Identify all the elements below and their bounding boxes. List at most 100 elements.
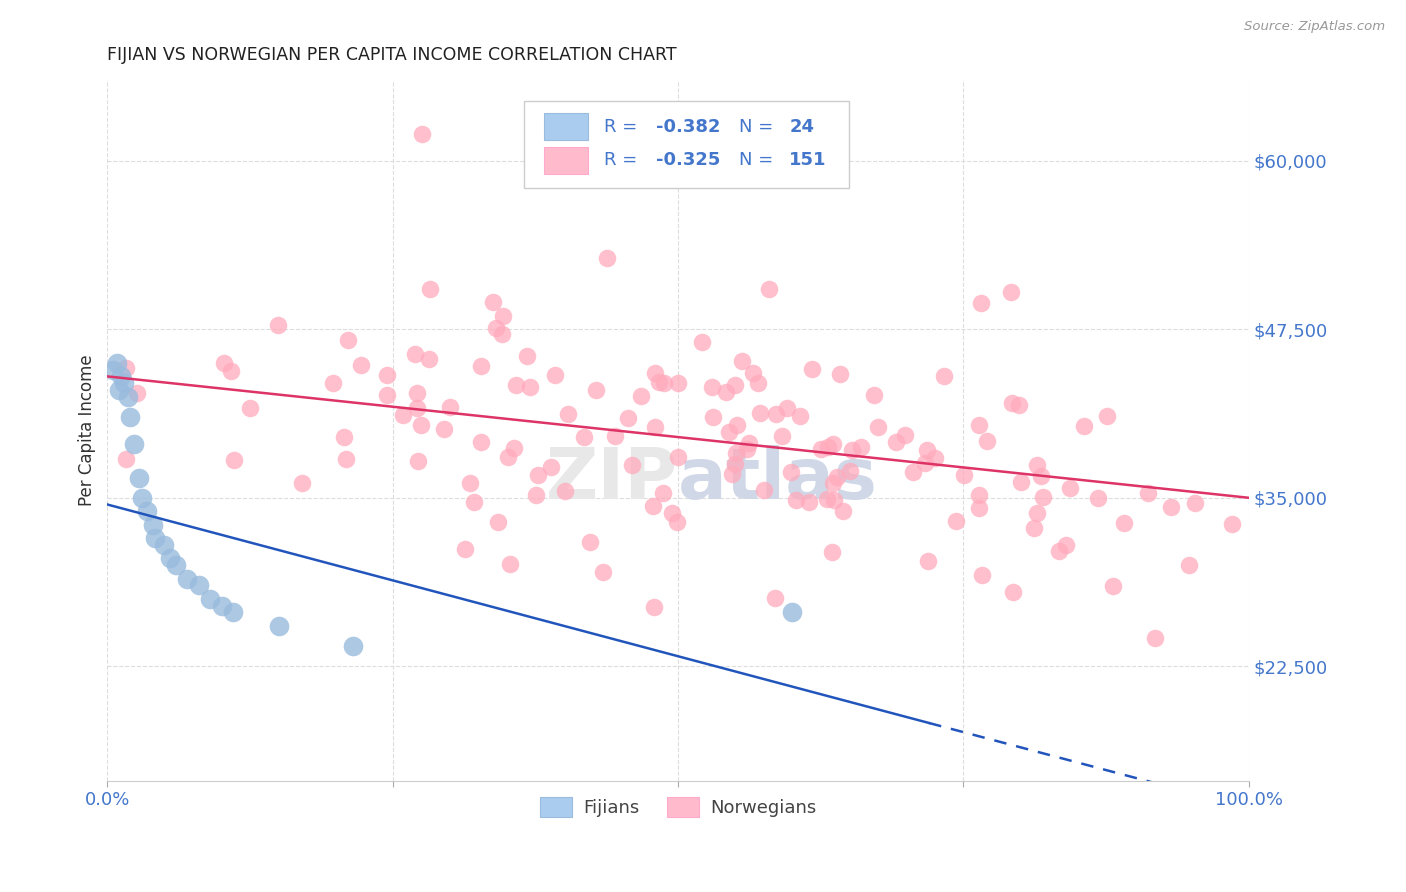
Point xyxy=(433,422,456,436)
Point xyxy=(828,367,851,381)
Point xyxy=(540,460,562,475)
Point xyxy=(222,606,245,620)
Point xyxy=(131,491,153,505)
Point xyxy=(776,401,799,415)
Point xyxy=(165,558,187,573)
Point xyxy=(1136,486,1159,500)
Text: Source: ZipAtlas.com: Source: ZipAtlas.com xyxy=(1244,20,1385,33)
Point xyxy=(406,454,429,468)
Point xyxy=(1220,516,1243,531)
Point xyxy=(1011,475,1033,490)
Text: R =: R = xyxy=(605,118,644,136)
Point xyxy=(239,401,262,416)
Point xyxy=(486,515,509,529)
Point xyxy=(765,407,787,421)
Point xyxy=(516,349,538,363)
Point xyxy=(1087,491,1109,505)
Point xyxy=(725,446,748,460)
Point xyxy=(463,495,485,509)
Point xyxy=(823,493,845,508)
Point xyxy=(754,483,776,497)
Point xyxy=(1184,496,1206,510)
Point xyxy=(1000,285,1022,300)
Point xyxy=(817,440,839,454)
Point xyxy=(1059,482,1081,496)
Point xyxy=(322,376,344,390)
Point xyxy=(153,538,176,552)
Point xyxy=(375,368,398,382)
Point xyxy=(214,356,236,370)
Point xyxy=(110,369,132,384)
Point xyxy=(758,282,780,296)
Point xyxy=(714,385,737,400)
Point xyxy=(492,309,515,323)
Point xyxy=(821,545,844,559)
Point xyxy=(616,410,638,425)
Point xyxy=(1143,631,1166,645)
Point xyxy=(915,443,938,458)
Point xyxy=(105,356,128,370)
Point xyxy=(491,327,513,342)
Point xyxy=(419,281,441,295)
Point xyxy=(107,383,129,397)
Point xyxy=(187,578,209,592)
Point xyxy=(1029,469,1052,483)
Point xyxy=(666,376,689,391)
Point xyxy=(780,606,803,620)
Point xyxy=(901,465,924,479)
Point xyxy=(267,318,290,333)
Point xyxy=(724,457,747,471)
Point xyxy=(375,388,398,402)
Point xyxy=(621,458,644,473)
Point xyxy=(1025,506,1047,520)
Point xyxy=(748,406,770,420)
Point xyxy=(337,333,360,347)
Text: -0.325: -0.325 xyxy=(655,152,720,169)
Point xyxy=(945,514,967,528)
Point xyxy=(557,407,579,421)
Point xyxy=(291,475,314,490)
Point xyxy=(832,504,855,518)
Point xyxy=(724,378,747,392)
Point xyxy=(970,296,993,310)
Point xyxy=(735,442,758,456)
Point xyxy=(519,380,541,394)
Point xyxy=(128,470,150,484)
Point xyxy=(825,470,848,484)
Point xyxy=(644,420,666,434)
Point xyxy=(863,388,886,402)
Point xyxy=(605,429,627,443)
Point xyxy=(741,367,763,381)
Point xyxy=(1026,458,1049,472)
Point xyxy=(1073,419,1095,434)
Text: N =: N = xyxy=(740,152,779,169)
Point xyxy=(524,488,547,502)
Point xyxy=(924,451,946,466)
Point xyxy=(648,375,671,389)
Point xyxy=(458,476,481,491)
Point xyxy=(849,440,872,454)
Point xyxy=(661,506,683,520)
Point xyxy=(797,494,820,508)
Point xyxy=(1095,409,1118,423)
Point xyxy=(554,483,576,498)
Point xyxy=(267,619,290,633)
FancyBboxPatch shape xyxy=(524,101,849,188)
Text: 151: 151 xyxy=(789,152,827,169)
Point xyxy=(702,410,724,425)
Point xyxy=(823,476,845,491)
Point xyxy=(219,364,242,378)
Point xyxy=(391,408,413,422)
Point xyxy=(969,500,991,515)
Point xyxy=(917,554,939,568)
Point xyxy=(1160,500,1182,514)
Point xyxy=(1102,579,1125,593)
Point xyxy=(114,361,136,376)
Text: R =: R = xyxy=(605,152,644,169)
Point xyxy=(1047,544,1070,558)
Point xyxy=(932,368,955,383)
Bar xyxy=(544,147,588,174)
Point xyxy=(1001,585,1024,599)
Point xyxy=(643,499,665,513)
Point xyxy=(700,380,723,394)
